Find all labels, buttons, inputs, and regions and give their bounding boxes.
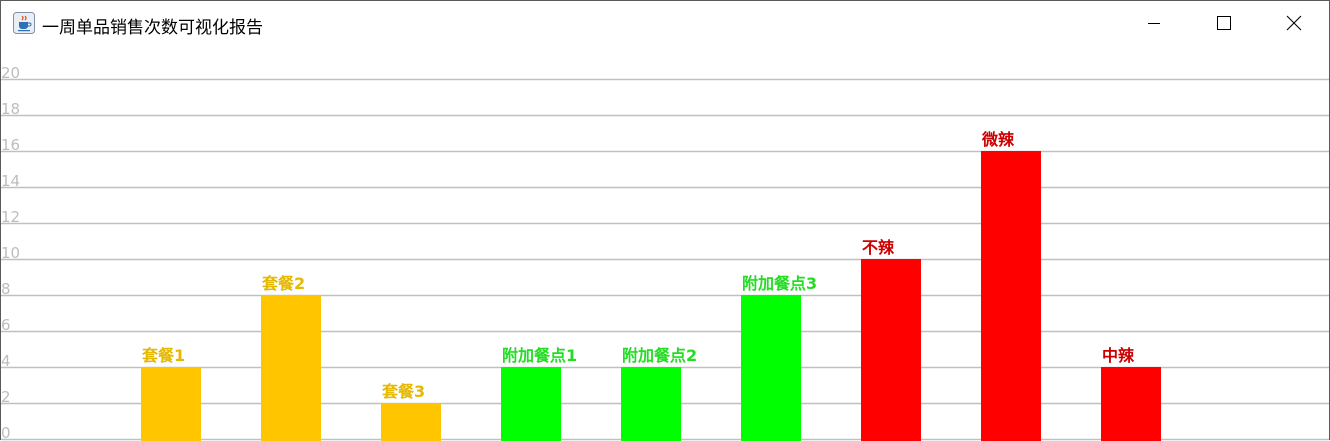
bar bbox=[501, 367, 561, 441]
bar-label: 附加餐点3 bbox=[742, 274, 817, 293]
y-tick-label: 12 bbox=[1, 208, 20, 226]
bar bbox=[621, 367, 681, 441]
minimize-button[interactable] bbox=[1119, 1, 1189, 45]
bar-label: 微辣 bbox=[981, 130, 1015, 149]
bar-label: 附加餐点1 bbox=[502, 346, 577, 365]
close-button[interactable] bbox=[1259, 1, 1329, 45]
bar bbox=[741, 295, 801, 441]
y-tick-label: 16 bbox=[1, 136, 20, 154]
bar-label: 附加餐点2 bbox=[622, 346, 697, 365]
bar-label: 不辣 bbox=[862, 238, 895, 257]
maximize-icon bbox=[1217, 16, 1231, 30]
bar-label: 套餐2 bbox=[261, 274, 305, 293]
y-tick-label: 6 bbox=[1, 316, 11, 334]
close-icon bbox=[1286, 15, 1302, 31]
bar-label: 套餐1 bbox=[141, 346, 185, 365]
maximize-button[interactable] bbox=[1189, 1, 1259, 45]
bar bbox=[381, 403, 441, 441]
y-tick-label: 0 bbox=[1, 424, 11, 441]
bar bbox=[261, 295, 321, 441]
y-tick-label: 10 bbox=[1, 244, 20, 262]
bar bbox=[861, 259, 921, 441]
bar bbox=[1101, 367, 1161, 441]
bar-label: 套餐3 bbox=[381, 382, 425, 401]
bar bbox=[141, 367, 201, 441]
y-tick-label: 8 bbox=[1, 280, 11, 298]
y-tick-label: 20 bbox=[1, 64, 20, 82]
minimize-icon bbox=[1148, 23, 1160, 24]
window-title: 一周单品销售次数可视化报告 bbox=[42, 18, 263, 38]
bar bbox=[981, 151, 1041, 441]
y-tick-label: 2 bbox=[1, 388, 11, 406]
y-tick-label: 4 bbox=[1, 352, 11, 370]
java-coffee-cup-icon bbox=[13, 12, 35, 34]
y-tick-label: 14 bbox=[1, 172, 20, 190]
y-tick-label: 18 bbox=[1, 100, 20, 118]
bar-chart: 0 2 4 6 8 10 12 14 16 18 20 套餐1 套餐2 套餐3 附加餐点1 附加餐点2 附加餐点… bbox=[1, 64, 1329, 441]
title-bar[interactable]: 一周单品销售次数可视化报告 bbox=[1, 1, 1329, 45]
bar-label: 中辣 bbox=[1102, 346, 1135, 365]
